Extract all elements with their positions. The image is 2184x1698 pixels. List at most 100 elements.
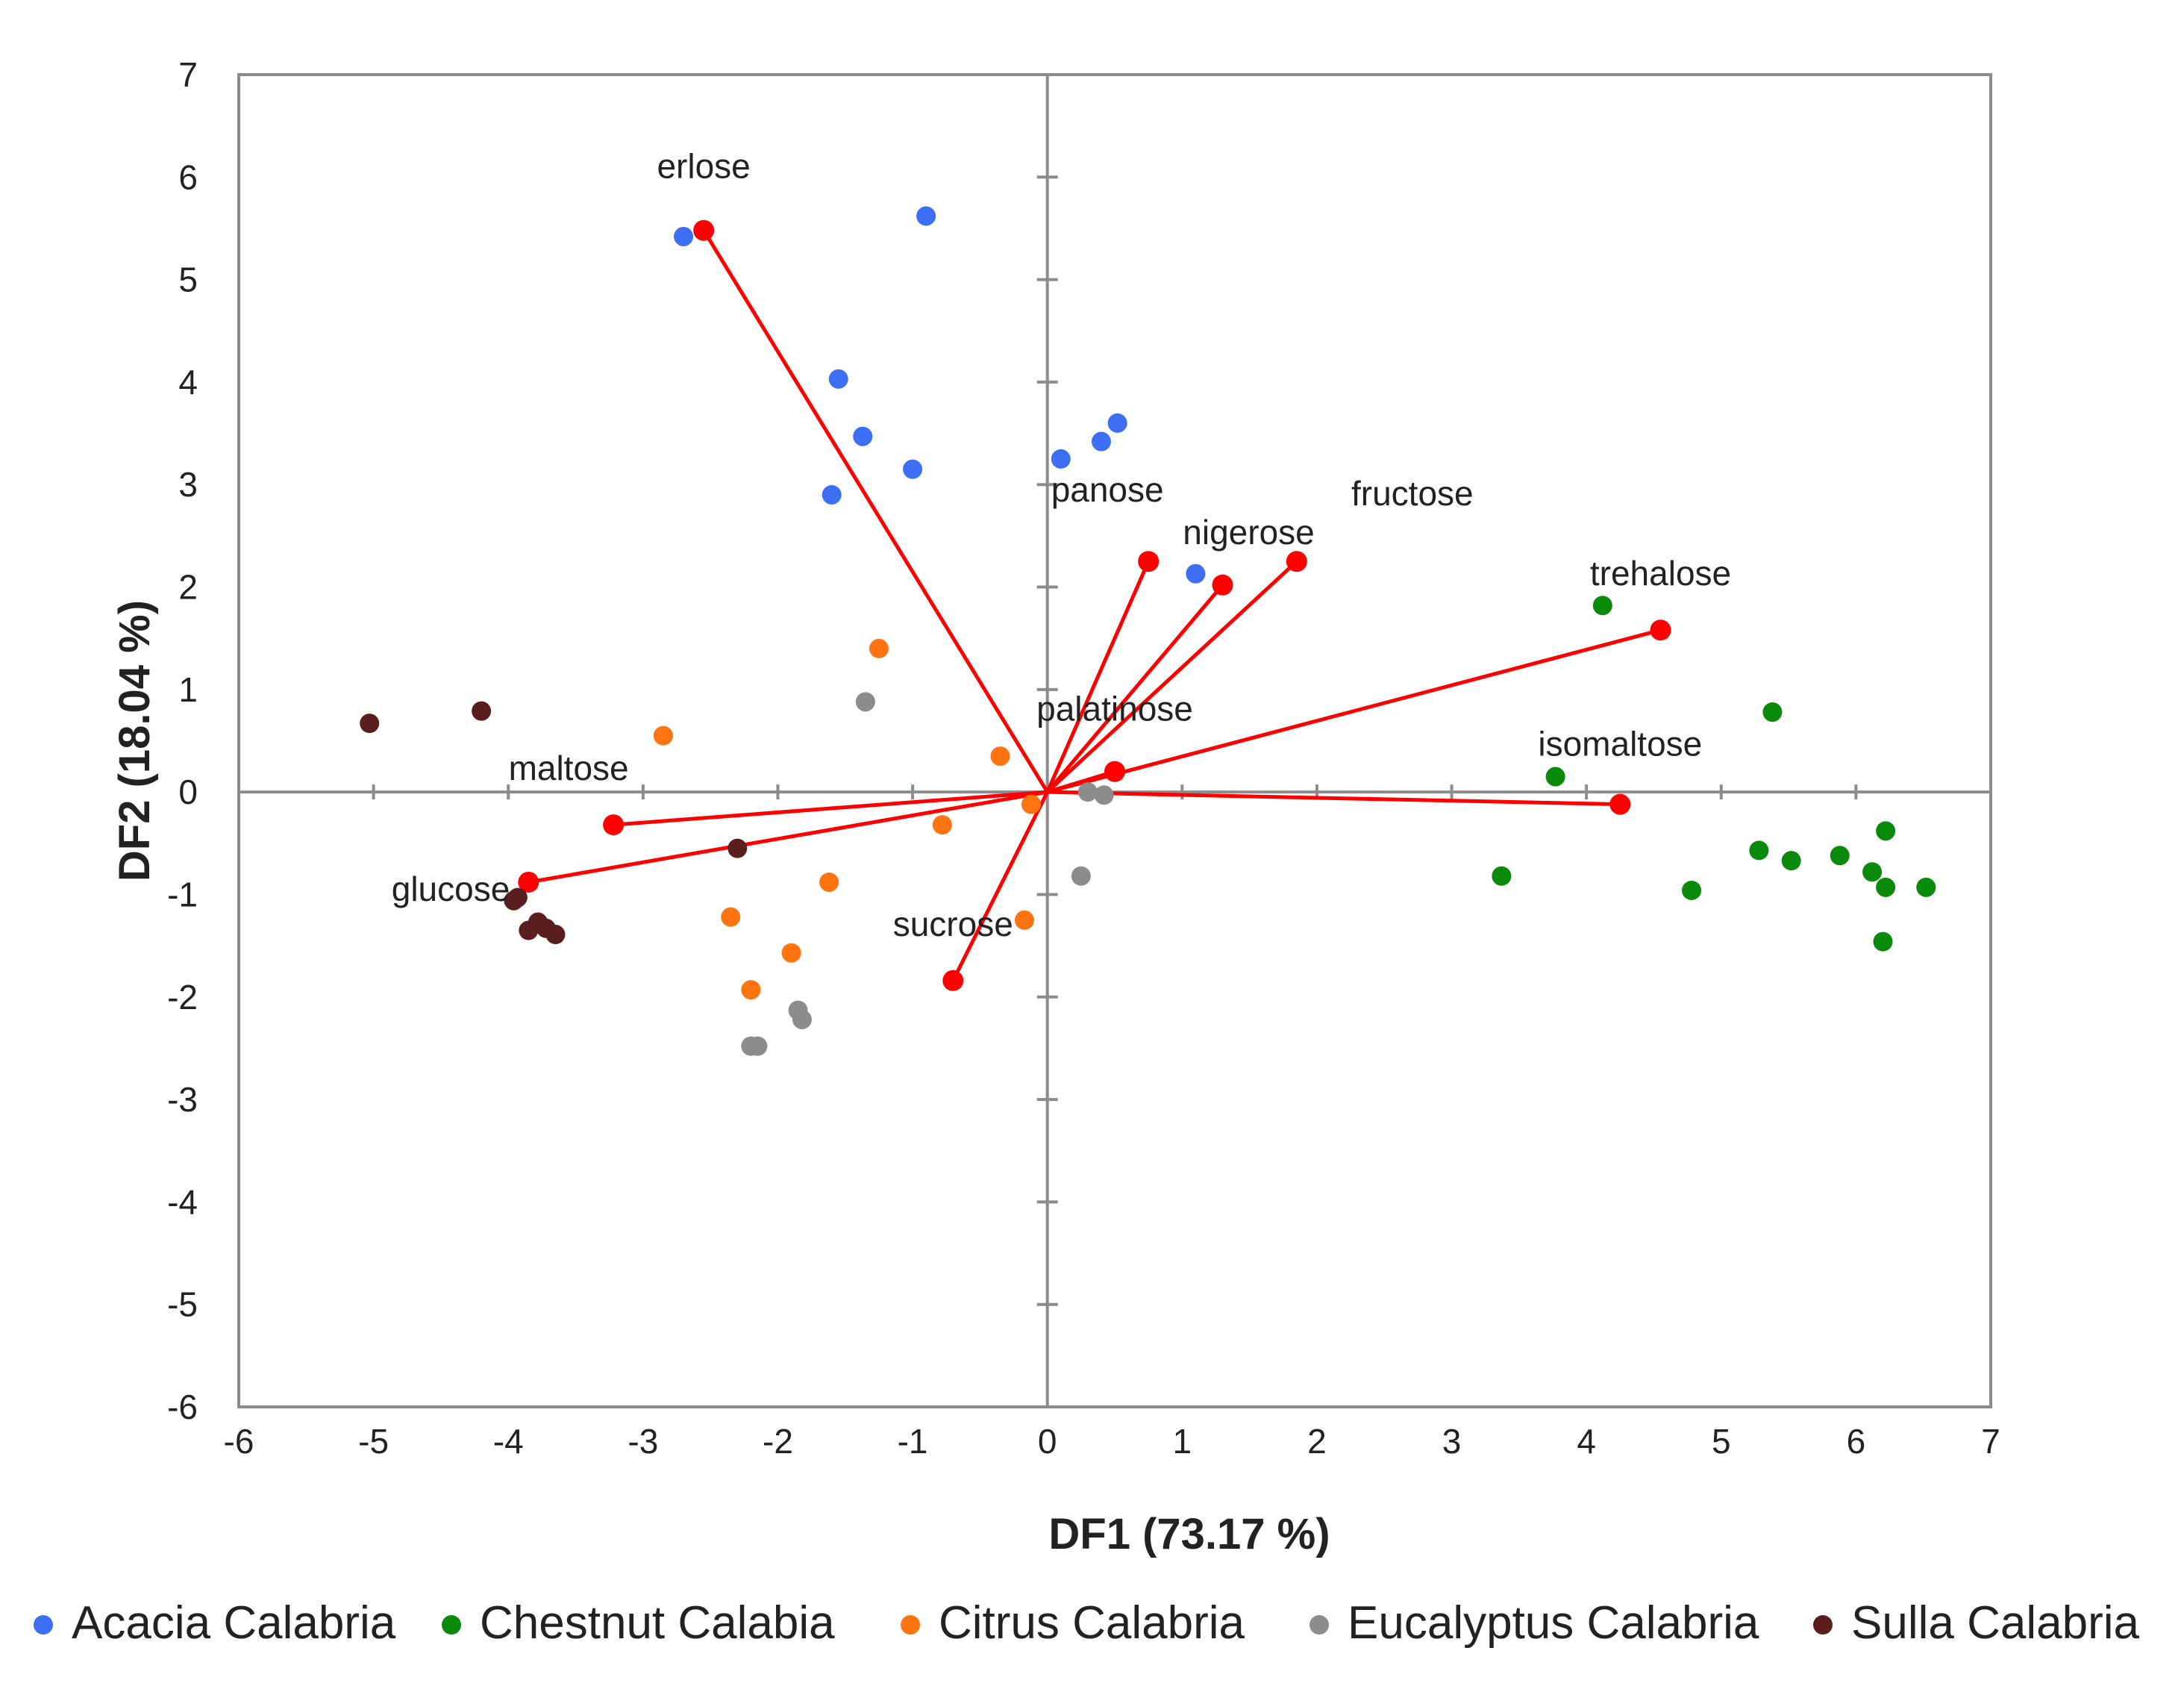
loading-point-sucrose	[942, 970, 964, 991]
legend-marker-2	[901, 1615, 920, 1635]
loading-point-panose	[1138, 551, 1160, 572]
loading-point-trehalose	[1650, 619, 1671, 641]
x-tick-label: -1	[898, 1422, 928, 1461]
loading-label-erlose: erlose	[657, 147, 750, 186]
point-series-0-8	[1107, 413, 1127, 433]
point-series-1-12	[1873, 931, 1893, 952]
zero-axes	[239, 75, 1991, 1407]
y-tick-label: 0	[178, 772, 198, 811]
point-series-4-4	[507, 887, 528, 908]
legend-marker-0	[34, 1615, 53, 1635]
point-series-1-2	[1545, 767, 1565, 787]
point-series-2-4	[1021, 794, 1042, 814]
point-series-2-1	[653, 725, 673, 746]
loading-label-isomaltose: isomaltose	[1538, 725, 1702, 764]
y-tick-label: -6	[167, 1388, 198, 1426]
point-series-4-2	[728, 838, 748, 858]
loading-line-trehalose	[1047, 628, 1662, 794]
point-series-3-1	[1077, 782, 1098, 802]
x-tick-label: 5	[1712, 1422, 1731, 1461]
point-series-1-6	[1781, 851, 1801, 871]
point-series-1-8	[1862, 862, 1883, 882]
point-series-4-0	[360, 714, 380, 734]
legend-label-3: Eucalyptus Calabria	[1348, 1597, 1759, 1649]
x-tick-label: 2	[1307, 1422, 1327, 1461]
loading-vectors	[518, 219, 1671, 991]
legend-marker-1	[442, 1615, 461, 1635]
point-series-1-3	[1492, 866, 1512, 886]
y-tick-label: -1	[167, 875, 198, 914]
loading-label-fructose: fructose	[1351, 474, 1474, 513]
point-series-1-0	[1592, 596, 1612, 616]
point-series-3-3	[1071, 866, 1091, 886]
y-tick-label: 2	[178, 568, 198, 607]
x-tick-label: 6	[1847, 1422, 1866, 1461]
x-tick-label: -2	[763, 1422, 793, 1461]
y-tick-label: 4	[178, 363, 198, 402]
loading-line-palatinose	[1046, 770, 1116, 794]
loading-point-isomaltose	[1609, 793, 1631, 815]
legend-label-2: Citrus Calabria	[939, 1597, 1245, 1649]
point-series-0-7	[1091, 431, 1111, 452]
point-series-2-2	[990, 746, 1010, 767]
legend-marker-4	[1813, 1615, 1833, 1635]
legend: Acacia Calabria Chestnut Calabia Citrus Ca…	[34, 1597, 2140, 1649]
point-series-1-1	[1762, 702, 1783, 722]
loading-point-glucose	[518, 871, 539, 893]
x-tick-labels: -6 -5 -4 -3 -2 -1 0 1 2 3 4 5 6 7	[224, 1422, 2000, 1461]
point-series-4-6	[519, 920, 539, 940]
y-tick-label: 5	[178, 260, 198, 299]
legend-label-1: Chestnut Calabia	[480, 1597, 835, 1649]
point-series-2-8	[781, 943, 801, 963]
point-series-1-4	[1682, 880, 1702, 900]
loading-labels: erlose panose nigerose fructose trehalose pal…	[392, 147, 1731, 943]
point-series-1-9	[1876, 877, 1896, 897]
loading-line-glucose	[528, 790, 1048, 884]
point-series-4-1	[472, 701, 492, 721]
y-tick-label: 1	[178, 670, 198, 709]
x-axis-title: DF1 (73.17 %)	[1048, 1510, 1330, 1558]
point-series-3-7	[748, 1036, 768, 1056]
point-series-1-11	[1876, 821, 1896, 841]
loading-line-fructose	[1045, 560, 1298, 793]
y-tick-label: -4	[167, 1182, 198, 1221]
point-series-2-7	[1014, 910, 1034, 930]
observation-points	[360, 206, 1936, 1056]
legend-label-0: Acacia Calabria	[72, 1597, 396, 1649]
point-series-2-0	[869, 638, 889, 658]
loading-line-maltose	[613, 790, 1048, 827]
x-tick-label: 7	[1981, 1422, 2000, 1461]
loading-point-erlose	[693, 219, 715, 241]
x-tick-label: -6	[224, 1422, 254, 1461]
y-tick-label: 7	[178, 55, 198, 94]
x-tick-label: 3	[1442, 1422, 1462, 1461]
point-series-0-9	[1186, 564, 1206, 584]
loading-point-maltose	[603, 814, 625, 836]
point-series-2-5	[721, 907, 741, 927]
point-series-4-8	[545, 925, 566, 945]
loading-point-palatinose	[1104, 761, 1125, 782]
point-series-0-1	[916, 206, 936, 226]
point-series-1-5	[1749, 840, 1769, 861]
loading-label-nigerose: nigerose	[1183, 513, 1314, 552]
x-tick-label: 0	[1038, 1422, 1057, 1461]
point-series-2-3	[932, 815, 952, 835]
loading-label-sucrose: sucrose	[893, 905, 1013, 943]
point-series-0-0	[674, 226, 694, 246]
legend-marker-3	[1310, 1615, 1329, 1635]
y-axis-title: DF2 (18.04 %)	[110, 600, 159, 881]
loading-line-isomaltose	[1047, 790, 1621, 807]
x-tick-label: -4	[493, 1422, 524, 1461]
point-series-3-0	[855, 692, 875, 712]
loading-label-maltose: maltose	[509, 749, 629, 787]
plot-frame	[237, 73, 1992, 1408]
point-series-3-2	[1094, 785, 1114, 805]
y-tick-label: 3	[178, 465, 198, 504]
point-series-0-2	[828, 369, 848, 389]
loading-label-trehalose: trehalose	[1590, 554, 1731, 593]
loading-label-panose: panose	[1051, 470, 1164, 509]
point-series-0-5	[822, 484, 842, 505]
point-series-1-7	[1830, 846, 1850, 866]
x-tick-label: -3	[628, 1422, 658, 1461]
